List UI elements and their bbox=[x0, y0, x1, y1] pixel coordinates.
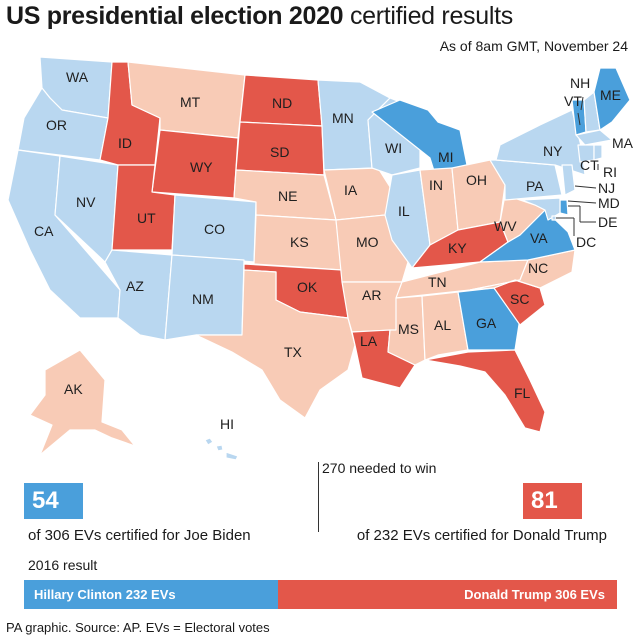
state-label-az: AZ bbox=[126, 278, 144, 294]
result-2016-label: 2016 result bbox=[28, 557, 98, 573]
state-label-wv: WV bbox=[494, 218, 517, 234]
state-label-wa: WA bbox=[66, 69, 89, 85]
state-label-ut: UT bbox=[137, 210, 156, 226]
state-AL[interactable] bbox=[421, 291, 469, 361]
state-label-nm: NM bbox=[192, 291, 214, 307]
state-label-ma: MA bbox=[612, 135, 634, 151]
source-note: PA graphic. Source: AP. EVs = Electoral … bbox=[6, 620, 270, 635]
state-OH[interactable] bbox=[451, 159, 506, 231]
state-label-la: LA bbox=[360, 333, 378, 349]
state-label-va: VA bbox=[530, 230, 548, 246]
state-IA[interactable] bbox=[323, 167, 393, 221]
as-of-date: As of 8am GMT, November 24 bbox=[439, 38, 628, 54]
biden-caption: of 306 EVs certified for Joe Biden bbox=[28, 527, 251, 544]
state-DC[interactable] bbox=[551, 215, 557, 221]
state-label-dc: DC bbox=[576, 234, 596, 250]
state-label-ms: MS bbox=[398, 321, 419, 337]
state-label-nv: NV bbox=[76, 194, 96, 210]
needed-to-win-label: 270 needed to win bbox=[322, 460, 437, 476]
state-MA[interactable] bbox=[575, 129, 613, 146]
state-label-or: OR bbox=[46, 117, 67, 133]
state-label-ny: NY bbox=[543, 143, 563, 159]
state-label-al: AL bbox=[434, 317, 451, 333]
state-label-mi: MI bbox=[438, 149, 454, 165]
win-threshold-line bbox=[318, 462, 319, 532]
page-title: US presidential election 2020 certified … bbox=[6, 2, 513, 30]
state-label-ct: CT bbox=[580, 157, 599, 173]
state-label-wy: WY bbox=[190, 159, 213, 175]
state-label-vt: VT bbox=[564, 93, 582, 109]
state-TX[interactable] bbox=[195, 269, 356, 419]
state-label-ri: RI bbox=[603, 164, 617, 180]
state-AK[interactable] bbox=[29, 349, 136, 456]
state-DE[interactable] bbox=[559, 199, 569, 216]
state-label-nh: NH bbox=[570, 75, 590, 91]
label-leader-lines bbox=[556, 96, 599, 236]
state-label-ak: AK bbox=[64, 381, 83, 397]
state-RI[interactable] bbox=[593, 144, 603, 161]
trump-2016-bar: Donald Trump 306 EVs bbox=[278, 580, 617, 609]
trump-caption: of 232 EVs certified for Donald Trump bbox=[356, 527, 607, 544]
trump-certified-count: 81 bbox=[523, 483, 582, 519]
state-label-il: IL bbox=[398, 203, 410, 219]
state-label-wi: WI bbox=[385, 140, 402, 156]
state-label-pa: PA bbox=[526, 178, 544, 194]
state-label-ar: AR bbox=[362, 287, 381, 303]
state-label-hi: HI bbox=[220, 416, 234, 432]
state-label-ca: CA bbox=[34, 223, 54, 239]
state-label-ga: GA bbox=[476, 315, 497, 331]
state-label-mn: MN bbox=[332, 110, 354, 126]
state-label-mo: MO bbox=[356, 234, 379, 250]
state-label-ne: NE bbox=[278, 188, 297, 204]
state-label-ia: IA bbox=[344, 182, 358, 198]
state-label-tx: TX bbox=[284, 344, 303, 360]
state-label-ky: KY bbox=[448, 240, 467, 256]
state-label-md: MD bbox=[598, 195, 620, 211]
state-label-ks: KS bbox=[290, 234, 309, 250]
state-label-nj: NJ bbox=[598, 180, 615, 196]
state-FL[interactable] bbox=[424, 349, 546, 433]
state-label-me: ME bbox=[600, 87, 621, 103]
state-label-nd: ND bbox=[272, 95, 292, 111]
state-NJ[interactable] bbox=[561, 164, 576, 196]
state-label-oh: OH bbox=[466, 172, 487, 188]
state-NC[interactable] bbox=[469, 249, 576, 291]
state-label-de: DE bbox=[598, 214, 617, 230]
state-label-fl: FL bbox=[514, 385, 531, 401]
state-label-sc: SC bbox=[510, 291, 529, 307]
state-HI[interactable] bbox=[204, 437, 239, 460]
state-MD[interactable] bbox=[521, 197, 561, 221]
state-label-in: IN bbox=[429, 177, 443, 193]
state-label-id: ID bbox=[118, 135, 132, 151]
state-label-co: CO bbox=[204, 221, 225, 237]
us-election-map: WA OR CA NV ID MT WY UT AZ CO NM ND SD N… bbox=[7, 56, 634, 460]
state-label-tn: TN bbox=[428, 274, 447, 290]
clinton-2016-bar: Hillary Clinton 232 EVs bbox=[24, 580, 278, 609]
state-label-nc: NC bbox=[528, 260, 548, 276]
state-label-mt: MT bbox=[180, 94, 201, 110]
biden-certified-count: 54 bbox=[24, 483, 83, 519]
state-label-ok: OK bbox=[297, 279, 318, 295]
state-label-sd: SD bbox=[270, 144, 289, 160]
